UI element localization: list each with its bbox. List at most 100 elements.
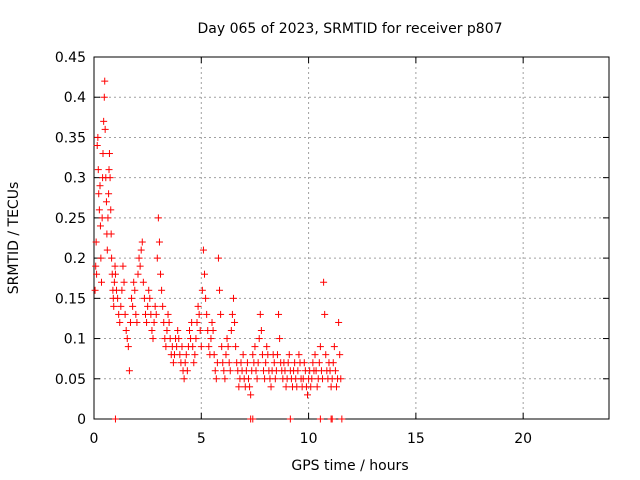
data-point (203, 310, 211, 318)
data-point (114, 294, 122, 302)
data-point (169, 359, 177, 367)
data-point (116, 318, 124, 326)
data-point (192, 335, 200, 343)
data-point (316, 415, 324, 423)
data-point (154, 214, 162, 222)
data-point (182, 351, 190, 359)
data-point (91, 286, 99, 294)
chart-title: Day 065 of 2023, SRMTID for receiver p80… (197, 21, 502, 37)
data-point (120, 278, 128, 286)
data-point (121, 310, 129, 318)
data-point (252, 367, 260, 375)
data-point (286, 415, 294, 423)
data-point (134, 270, 142, 278)
data-point (155, 238, 163, 246)
y-tick-label: 0.35 (55, 130, 86, 146)
data-point (199, 246, 207, 254)
data-point (294, 367, 302, 375)
data-point (338, 415, 346, 423)
data-point (207, 335, 215, 343)
data-point (137, 246, 145, 254)
data-point (193, 318, 201, 326)
data-point (216, 286, 224, 294)
data-point (243, 359, 251, 367)
data-point (119, 262, 127, 270)
data-point (217, 310, 225, 318)
data-point (267, 383, 275, 391)
x-tick-label: 10 (300, 431, 318, 447)
data-point (94, 133, 102, 141)
data-point (309, 359, 317, 367)
data-point (148, 327, 156, 335)
data-point (181, 359, 189, 367)
data-point (212, 375, 220, 383)
data-point (157, 270, 165, 278)
data-point (150, 318, 158, 326)
data-point (282, 383, 290, 391)
data-point (111, 262, 119, 270)
data-point (117, 302, 125, 310)
axis-ticks: 0 0.05 0.1 0.15 0.2 0.25 0.3 0.35 0.4 0.45 0 5 10 15 2… (55, 50, 609, 447)
data-point (249, 415, 257, 423)
data-point (276, 335, 284, 343)
data-point (320, 278, 328, 286)
data-point (175, 335, 183, 343)
data-point (332, 383, 340, 391)
data-point (95, 206, 103, 214)
data-point (122, 327, 130, 335)
data-point (163, 327, 171, 335)
data-point (255, 335, 263, 343)
data-point (101, 125, 109, 133)
data-point (103, 246, 111, 254)
data-point (237, 359, 245, 367)
data-point (335, 318, 343, 326)
data-point (257, 327, 265, 335)
data-point (100, 117, 108, 125)
data-point (195, 310, 203, 318)
y-tick-label: 0.05 (55, 372, 86, 388)
data-point (97, 254, 105, 262)
data-point (239, 351, 247, 359)
y-tick-label: 0.25 (55, 211, 86, 227)
data-point (118, 286, 126, 294)
data-point (183, 367, 191, 375)
data-point (99, 150, 107, 158)
data-point (106, 174, 114, 182)
y-tick-label: 0.1 (64, 332, 86, 348)
data-point (284, 359, 292, 367)
data-point (224, 343, 232, 351)
data-point (144, 302, 152, 310)
data-point (104, 214, 112, 222)
x-axis-label: GPS time / hours (291, 458, 408, 474)
data-point (126, 318, 134, 326)
data-point (208, 318, 216, 326)
data-point (304, 391, 312, 399)
data-point (218, 343, 226, 351)
data-point (110, 302, 118, 310)
y-tick-label: 0.3 (64, 171, 86, 187)
data-point (275, 310, 283, 318)
data-point (185, 327, 193, 335)
data-point (271, 375, 279, 383)
data-point (311, 351, 319, 359)
data-point (285, 351, 293, 359)
data-point (105, 150, 113, 158)
data-point (111, 415, 119, 423)
data-point (189, 343, 197, 351)
data-point (202, 294, 210, 302)
data-point (105, 166, 113, 174)
data-point (321, 310, 329, 318)
data-point (92, 262, 100, 270)
data-point (100, 93, 108, 101)
data-point (227, 327, 235, 335)
data-point (220, 367, 228, 375)
y-tick-label: 0.45 (55, 50, 86, 66)
data-point (158, 286, 166, 294)
x-tick-label: 20 (514, 431, 532, 447)
plot-frame (93, 56, 610, 420)
data-point (337, 375, 345, 383)
data-point (221, 375, 229, 383)
x-tick-label: 0 (90, 431, 99, 447)
data-point (111, 270, 119, 278)
